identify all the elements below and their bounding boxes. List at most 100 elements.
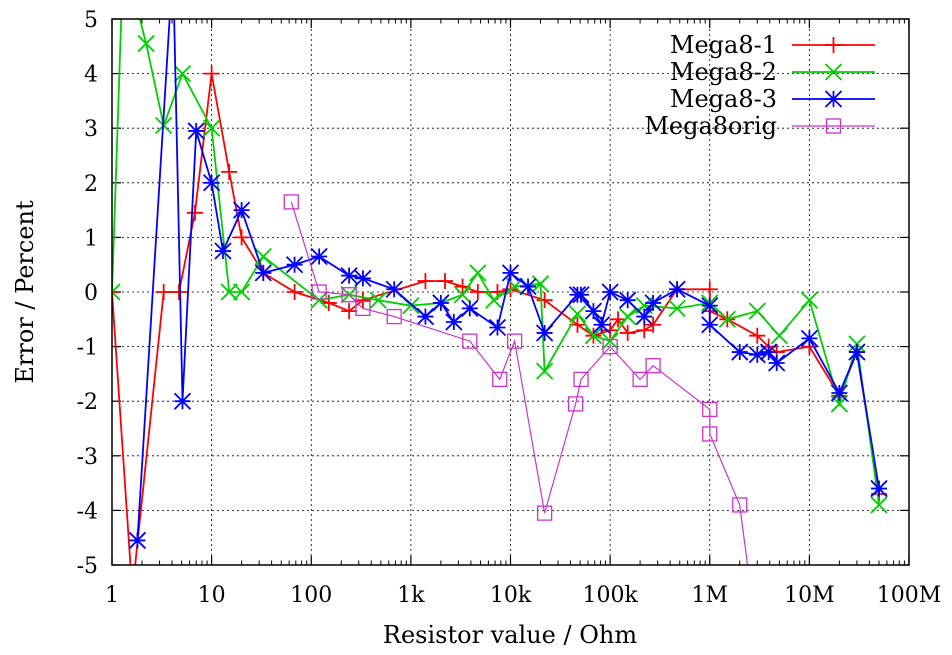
data-point [573,371,589,388]
data-point [645,316,662,333]
y-tick-label: -4 [77,499,98,524]
data-point [112,283,121,301]
data-point [701,281,718,298]
data-point [702,401,718,418]
series-1 [112,65,888,600]
data-point [202,174,221,192]
data-point [770,327,789,345]
data-point [461,299,479,318]
y-tick-label: 5 [84,8,98,33]
data-point [592,316,611,334]
data-point [155,284,172,300]
data-point [124,584,140,600]
data-point [601,283,619,301]
legend-label: Mega8orig [644,112,777,140]
data-point [748,302,766,320]
data-point [825,37,842,53]
data-point [173,392,192,410]
data-point [848,335,866,353]
x-tick-label: 10 [198,583,226,608]
data-point [668,299,686,318]
data-point [469,284,486,300]
data-point [572,286,590,304]
x-tick-label: 100M [877,583,942,608]
series-line [112,73,880,565]
y-axis-ticks: 5 4 3 2 1 0 -1 -2 -3 -4 -5 [77,8,909,579]
x-tick-label: 100 [290,583,332,608]
data-point [568,305,587,323]
data-point [768,354,786,372]
data-point [584,327,603,345]
data-point [800,291,819,309]
data-point [536,292,553,309]
y-tick-label: -3 [77,445,98,470]
grid [112,19,909,565]
y-tick-label: 2 [84,172,98,197]
data-point [701,316,719,334]
data-point [636,322,653,339]
data-point [601,332,619,350]
data-point [584,302,603,320]
data-point [519,277,537,296]
data-point [488,318,507,337]
data-point [286,284,303,300]
data-point [848,343,866,361]
data-point [354,292,371,309]
data-point [485,291,503,309]
data-point [221,163,238,180]
y-tick-label: -2 [77,390,98,415]
data-point [214,242,232,260]
data-point [385,280,403,298]
data-point [632,371,648,388]
data-point [285,256,304,274]
x-tick-label: 1k [397,583,425,608]
x-tick-label: 100k [582,583,638,608]
data-point [233,229,250,246]
data-point [644,294,662,312]
data-point [602,338,618,355]
data-point [732,497,748,513]
data-point [506,333,523,349]
data-point [748,346,766,364]
data-point [170,284,187,300]
data-point [232,283,251,301]
series-line [290,201,749,565]
series-4 [283,194,749,565]
data-point [310,247,328,266]
data-point [416,307,435,326]
data-point [340,266,358,285]
data-point [535,324,554,342]
data-point [501,264,520,282]
data-point [668,280,686,298]
y-tick-label: 1 [84,226,98,251]
y-tick-label: 0 [84,281,98,306]
data-point [187,122,205,140]
legend-label: Mega8-3 [670,85,777,113]
data-point [830,384,849,402]
y-tick-label: 3 [84,117,98,142]
data-point [341,303,358,320]
data-point [731,343,749,361]
data-point [800,329,819,348]
data-point [232,201,251,219]
data-point [535,362,554,380]
data-point [386,308,402,325]
data-point [417,273,434,290]
data-point [369,291,387,309]
x-tick-label: 10M [784,583,835,608]
data-point [870,496,888,514]
y-tick-label: -1 [77,336,98,361]
data-point [355,300,371,317]
data-point [536,505,553,521]
y-tick-label: -5 [77,554,98,579]
data-point [173,64,192,83]
data-point [436,273,453,290]
data-point [759,343,778,361]
x-axis-ticks: 1 10 100 1k 10k 100k 1M 10M 100M [105,19,941,608]
series-3 [128,19,888,550]
data-point [453,286,472,304]
data-point [701,297,719,315]
data-point [870,479,888,498]
data-point [341,287,357,303]
